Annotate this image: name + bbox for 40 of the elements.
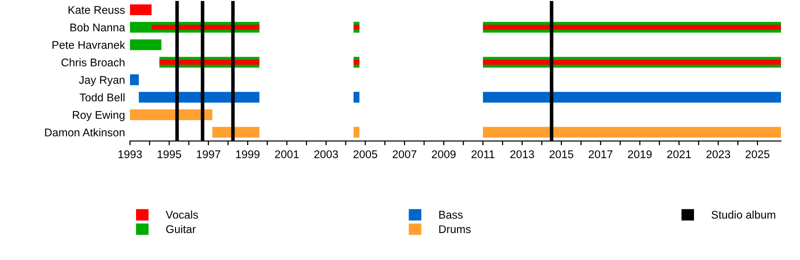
x-tick-label: 2003 — [314, 150, 338, 158]
x-tick-label: 2021 — [667, 150, 691, 158]
x-tick-label: 2015 — [550, 150, 574, 158]
legend-label: Studio album — [712, 210, 776, 219]
legend-label: Guitar — [166, 224, 196, 234]
x-tick-label: 1999 — [236, 150, 260, 158]
y-tick-label: Jay Ryan — [79, 76, 124, 86]
bar — [130, 74, 139, 86]
bar — [482, 24, 781, 30]
legend-label: Vocals — [166, 210, 198, 219]
x-tick-label: 1995 — [158, 150, 182, 158]
bar — [354, 24, 360, 30]
x-tick-label: 2025 — [746, 150, 770, 158]
y-tick-label: Bob Nanna — [70, 23, 126, 32]
x-tick-label: 2009 — [432, 150, 456, 158]
y-tick-label: Todd Bell — [80, 93, 124, 102]
bar — [482, 60, 781, 65]
y-tick-label: Damon Atkinson — [45, 128, 124, 136]
y-tick-label: Pete Havranek — [52, 40, 126, 49]
legend-label: Bass — [439, 210, 463, 219]
x-tick-label: 2017 — [588, 150, 612, 158]
bar — [354, 126, 360, 138]
bar — [482, 126, 781, 138]
x-tick-label: 2011 — [472, 150, 494, 158]
bar — [482, 92, 781, 103]
bar — [130, 39, 162, 50]
y-tick-label: Chris Broach — [61, 58, 124, 66]
y-tick-label: Roy Ewing — [72, 110, 124, 122]
bar — [354, 60, 360, 65]
x-tick-label: 1997 — [196, 150, 220, 158]
legend-label: Drums — [439, 225, 471, 234]
x-tick-label: 2013 — [510, 150, 534, 158]
y-tick-label: Kate Reuss — [68, 6, 125, 14]
x-tick-label: 2001 — [275, 150, 299, 158]
x-tick-label: 2019 — [628, 150, 652, 158]
x-tick-label: 2005 — [354, 150, 378, 158]
x-tick-label: 1993 — [118, 150, 142, 158]
x-tick-label: 2023 — [706, 150, 730, 158]
x-tick-label: 2007 — [392, 150, 416, 158]
bar — [354, 92, 360, 103]
